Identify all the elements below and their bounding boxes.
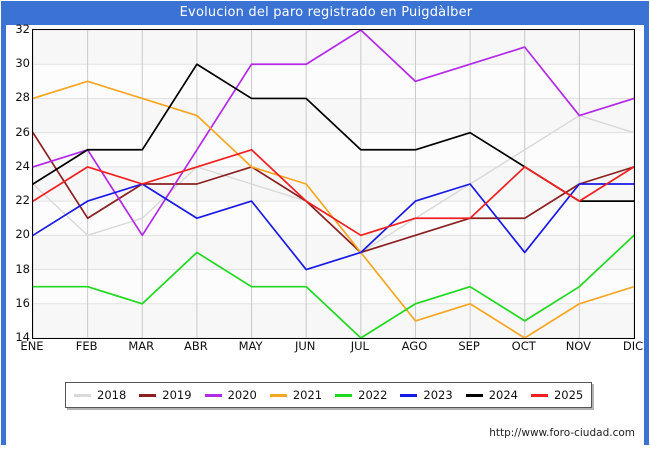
window-left-rail <box>1 1 6 449</box>
legend-item-2018[interactable]: 2018 <box>74 388 126 402</box>
x-axis: ENE FEB MAR ABR MAY JUN JUL AGO SEP OCT NOV DIC <box>20 339 643 359</box>
plot-background-bands <box>33 30 634 338</box>
series-group <box>33 30 634 338</box>
legend-item-2019[interactable]: 2019 <box>139 388 192 402</box>
legend-item-2023[interactable]: 2023 <box>400 388 453 402</box>
legend-label: 2020 <box>227 388 257 402</box>
y-axis-tick-label: 16 <box>15 295 30 310</box>
y-axis-tick-label: 30 <box>15 56 30 71</box>
legend-swatch-2021 <box>269 393 287 397</box>
legend-label: 2019 <box>162 388 192 402</box>
legend-item-2022[interactable]: 2022 <box>335 388 387 402</box>
plot-band <box>33 98 634 133</box>
legend-swatch-2024 <box>465 393 483 397</box>
legend-label: 2025 <box>553 388 584 402</box>
plot-band <box>33 64 634 99</box>
x-axis-tick-label: JUL <box>350 339 369 353</box>
series-line-2023 <box>33 183 634 271</box>
window-bottom-rail <box>1 445 649 449</box>
legend-label: 2023 <box>423 388 453 402</box>
source-url: http://www.foro-ciudad.com <box>489 427 635 439</box>
x-axis-tick-label: SEP <box>458 339 480 353</box>
y-axis-tick-label: 18 <box>15 261 30 276</box>
x-axis-tick-label: ABR <box>184 339 208 353</box>
window-title: Evolucion del paro registrado en Puigdàl… <box>1 1 649 25</box>
legend-swatch-2020 <box>204 393 222 397</box>
y-axis-tick-label: 20 <box>15 227 30 242</box>
y-axis-tick-label: 32 <box>15 22 30 36</box>
plot-band <box>33 269 634 304</box>
x-axis-tick-label: MAY <box>238 339 263 353</box>
legend-swatch-2023 <box>400 393 418 397</box>
x-axis-tick-label: DIC <box>622 339 644 353</box>
grid-horizontal <box>33 30 634 338</box>
x-axis-tick-label: OCT <box>511 339 536 353</box>
series-line-2022 <box>33 234 634 338</box>
y-axis-tick-label: 28 <box>15 90 30 105</box>
y-axis-tick-label: 14 <box>15 330 30 344</box>
y-axis-tick-label: 22 <box>15 193 30 208</box>
legend-item-2020[interactable]: 2020 <box>204 388 257 402</box>
chart-legend: 2018 2019 2020 2021 2022 2023 2024 2025 <box>65 382 593 408</box>
x-axis-tick-label: ENE <box>20 339 44 353</box>
x-axis-tick-label: NOV <box>565 339 592 353</box>
legend-label: 2018 <box>97 388 127 402</box>
legend-swatch-2025 <box>530 393 548 397</box>
x-axis-tick-label: AGO <box>401 339 428 353</box>
series-line-2020 <box>33 30 634 237</box>
legend-label: 2024 <box>488 388 518 402</box>
legend-item-2021[interactable]: 2021 <box>269 388 323 402</box>
y-axis-tick-label: 24 <box>15 158 30 173</box>
legend-label: 2022 <box>358 388 388 402</box>
y-axis: 32 30 28 26 24 22 20 18 16 14 <box>1 1 30 449</box>
x-axis-tick-label: FEB <box>75 339 98 353</box>
plot-band <box>33 235 634 270</box>
window-right-rail <box>644 1 649 449</box>
legend-swatch-2019 <box>139 393 157 397</box>
x-axis-tick-label: MAR <box>128 339 155 353</box>
x-axis-tick-label: JUN <box>294 339 316 353</box>
y-axis-tick-label: 26 <box>15 124 30 139</box>
legend-item-2024[interactable]: 2024 <box>465 388 518 402</box>
series-line-2025 <box>33 148 634 237</box>
chart-canvas <box>33 30 634 338</box>
legend-swatch-2022 <box>335 393 353 397</box>
legend-item-2025[interactable]: 2025 <box>530 388 584 402</box>
legend-label: 2021 <box>292 388 323 402</box>
legend-swatch-2018 <box>74 393 91 397</box>
series-line-2019 <box>33 131 634 254</box>
plot-area <box>32 29 635 339</box>
